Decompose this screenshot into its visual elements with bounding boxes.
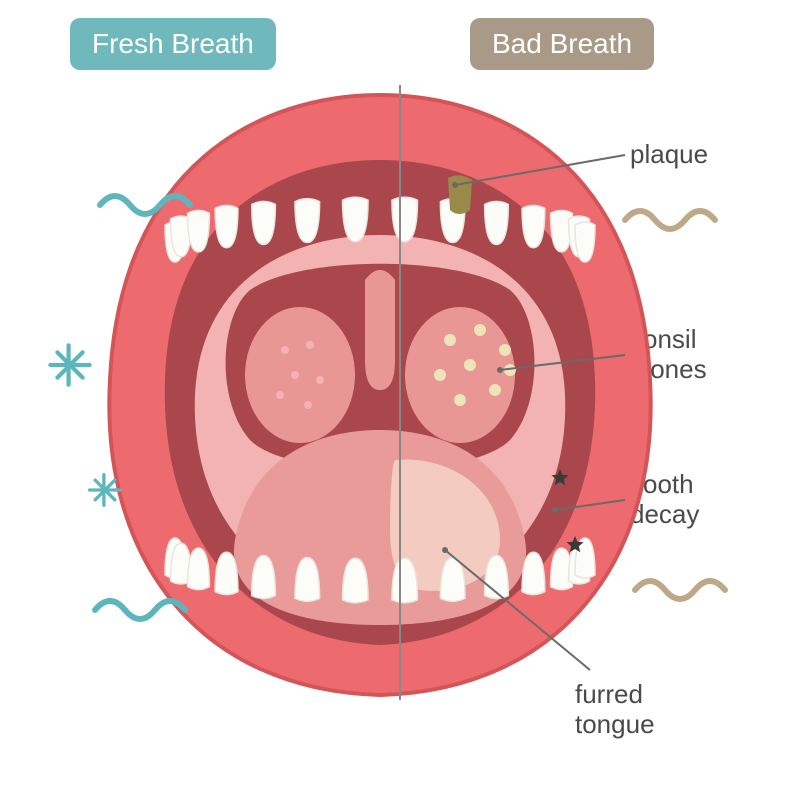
mouth-illustration bbox=[0, 0, 800, 800]
tonsil-right bbox=[405, 307, 515, 443]
plaque-spot bbox=[448, 175, 472, 214]
diagram-canvas: Fresh Breath Bad Breath plaque Tonsil st… bbox=[0, 0, 800, 800]
uvula bbox=[365, 270, 395, 390]
tonsil-left bbox=[245, 307, 355, 443]
